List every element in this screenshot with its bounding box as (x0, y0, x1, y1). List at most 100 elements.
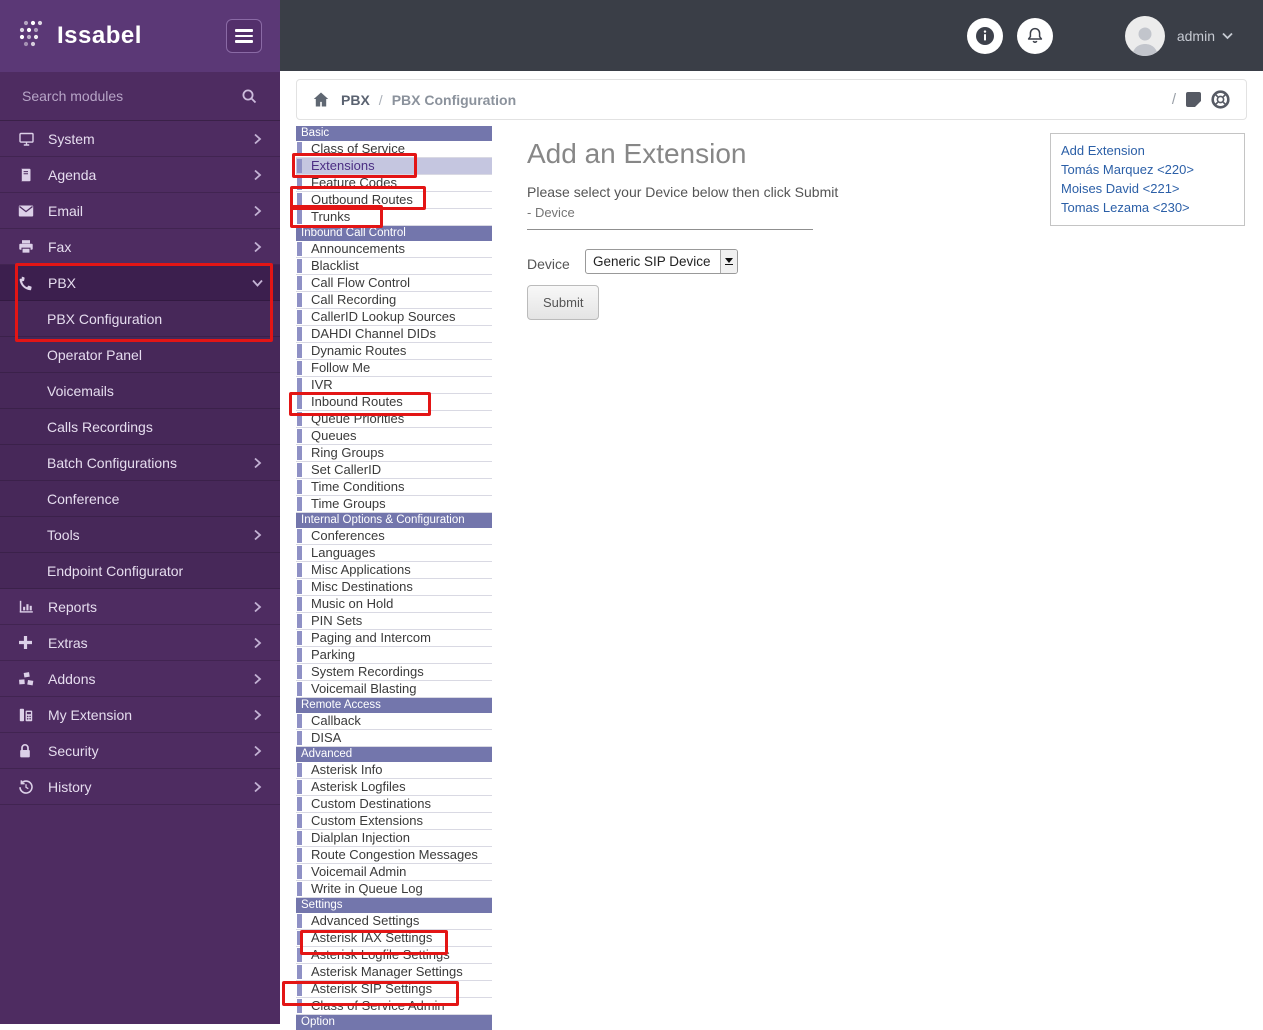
sidebar-item-label: Extras (48, 634, 88, 651)
chevron-right-icon (253, 241, 262, 253)
menu-item-advanced-settings[interactable]: Advanced Settings (296, 913, 492, 930)
menu-item-languages[interactable]: Languages (296, 545, 492, 562)
sidebar-item-fax[interactable]: Fax (0, 229, 280, 265)
sidebar-item-agenda[interactable]: Agenda (0, 157, 280, 193)
menu-item-route-congestion-messages[interactable]: Route Congestion Messages (296, 847, 492, 864)
extension-link-tom-s-marquez-220[interactable]: Tomás Marquez <220> (1061, 162, 1194, 177)
sidebar-item-history[interactable]: History (0, 769, 280, 805)
menu-item-queues[interactable]: Queues (296, 428, 492, 445)
sidebar-item-conference[interactable]: Conference (0, 481, 280, 517)
extension-link-moises-david-221[interactable]: Moises David <221> (1061, 181, 1180, 196)
menu-item-trunks[interactable]: Trunks (296, 209, 492, 226)
bell-icon[interactable] (1016, 17, 1053, 54)
issabel-dots-icon (19, 20, 43, 47)
menu-item-conferences[interactable]: Conferences (296, 528, 492, 545)
sidebar-item-extras[interactable]: Extras (0, 625, 280, 661)
sidebar-item-email[interactable]: Email (0, 193, 280, 229)
device-field-label: Device (527, 256, 570, 272)
menu-item-parking[interactable]: Parking (296, 647, 492, 664)
menu-item-follow-me[interactable]: Follow Me (296, 360, 492, 377)
menu-section-basic: Basic (296, 126, 492, 141)
breadcrumb-right-separator: / (1171, 91, 1176, 108)
fax-printer-icon (18, 239, 48, 255)
menu-item-custom-extensions[interactable]: Custom Extensions (296, 813, 492, 830)
menu-item-system-recordings[interactable]: System Recordings (296, 664, 492, 681)
sidebar-item-my-extension[interactable]: My Extension (0, 697, 280, 733)
menu-item-dialplan-injection[interactable]: Dialplan Injection (296, 830, 492, 847)
menu-item-time-conditions[interactable]: Time Conditions (296, 479, 492, 496)
device-note: - Device (527, 205, 575, 220)
sidebar-item-label: Reports (48, 598, 98, 615)
sidebar-item-pbx-configuration[interactable]: PBX Configuration (0, 301, 280, 337)
user-avatar-icon[interactable] (1124, 15, 1165, 56)
sidebar-item-label: Voicemails (47, 382, 114, 399)
menu-item-ring-groups[interactable]: Ring Groups (296, 445, 492, 462)
menu-item-set-callerid[interactable]: Set CallerID (296, 462, 492, 479)
help-ring-icon[interactable] (1211, 90, 1230, 109)
search-input[interactable] (22, 88, 241, 104)
menu-item-asterisk-sip-settings[interactable]: Asterisk SIP Settings (296, 981, 492, 998)
sidebar-item-calls-recordings[interactable]: Calls Recordings (0, 409, 280, 445)
menu-item-feature-codes[interactable]: Feature Codes (296, 175, 492, 192)
menu-item-asterisk-manager-settings[interactable]: Asterisk Manager Settings (296, 964, 492, 981)
menu-item-blacklist[interactable]: Blacklist (296, 258, 492, 275)
menu-item-misc-applications[interactable]: Misc Applications (296, 562, 492, 579)
device-select[interactable]: Generic SIP Device (585, 249, 738, 274)
sidebar-item-security[interactable]: Security (0, 733, 280, 769)
menu-item-voicemail-blasting[interactable]: Voicemail Blasting (296, 681, 492, 698)
hamburger-menu-button[interactable] (226, 19, 262, 53)
extras-plus-icon (18, 635, 48, 650)
menu-item-class-of-service[interactable]: Class of Service (296, 141, 492, 158)
menu-item-asterisk-info[interactable]: Asterisk Info (296, 762, 492, 779)
menu-item-asterisk-logfiles[interactable]: Asterisk Logfiles (296, 779, 492, 796)
search-icon[interactable] (241, 88, 258, 105)
menu-item-callback[interactable]: Callback (296, 713, 492, 730)
extension-link-add-extension[interactable]: Add Extension (1061, 143, 1145, 158)
chevron-right-icon (253, 169, 262, 181)
menu-item-inbound-routes[interactable]: Inbound Routes (296, 394, 492, 411)
menu-item-pin-sets[interactable]: PIN Sets (296, 613, 492, 630)
info-icon[interactable] (966, 17, 1003, 54)
breadcrumb-pbx[interactable]: PBX (341, 91, 370, 108)
menu-item-call-recording[interactable]: Call Recording (296, 292, 492, 309)
sidebar-item-voicemails[interactable]: Voicemails (0, 373, 280, 409)
sidebar-item-reports[interactable]: Reports (0, 589, 280, 625)
issabel-logo[interactable]: Issabel (18, 19, 142, 53)
sidebar-item-system[interactable]: System (0, 121, 280, 157)
menu-item-misc-destinations[interactable]: Misc Destinations (296, 579, 492, 596)
chevron-right-icon (253, 457, 262, 469)
home-icon[interactable] (313, 92, 329, 107)
sidebar-item-batch-configurations[interactable]: Batch Configurations (0, 445, 280, 481)
menu-item-asterisk-iax-settings[interactable]: Asterisk IAX Settings (296, 930, 492, 947)
menu-item-queue-priorities[interactable]: Queue Priorities (296, 411, 492, 428)
menu-item-voicemail-admin[interactable]: Voicemail Admin (296, 864, 492, 881)
menu-item-disa[interactable]: DISA (296, 730, 492, 747)
menu-item-paging-and-intercom[interactable]: Paging and Intercom (296, 630, 492, 647)
sidebar-item-pbx[interactable]: PBX (0, 265, 280, 301)
menu-item-custom-destinations[interactable]: Custom Destinations (296, 796, 492, 813)
sidebar-item-addons[interactable]: Addons (0, 661, 280, 697)
sidebar-item-endpoint-configurator[interactable]: Endpoint Configurator (0, 553, 280, 589)
menu-item-music-on-hold[interactable]: Music on Hold (296, 596, 492, 613)
menu-item-dahdi-channel-dids[interactable]: DAHDI Channel DIDs (296, 326, 492, 343)
menu-item-announcements[interactable]: Announcements (296, 241, 492, 258)
menu-item-call-flow-control[interactable]: Call Flow Control (296, 275, 492, 292)
sidebar-item-operator-panel[interactable]: Operator Panel (0, 337, 280, 373)
chevron-right-icon (253, 637, 262, 649)
menu-item-ivr[interactable]: IVR (296, 377, 492, 394)
menu-item-write-in-queue-log[interactable]: Write in Queue Log (296, 881, 492, 898)
menu-item-callerid-lookup-sources[interactable]: CallerID Lookup Sources (296, 309, 492, 326)
menu-item-asterisk-logfile-settings[interactable]: Asterisk Logfile Settings (296, 947, 492, 964)
menu-item-class-of-service-admin[interactable]: Class of Service Admin (296, 998, 492, 1015)
menu-item-outbound-routes[interactable]: Outbound Routes (296, 192, 492, 209)
menu-section-settings: Settings (296, 898, 492, 913)
menu-item-extensions[interactable]: Extensions (296, 158, 492, 175)
chevron-right-icon (253, 133, 262, 145)
sidebar-item-tools[interactable]: Tools (0, 517, 280, 553)
note-icon[interactable] (1186, 92, 1201, 107)
admin-dropdown[interactable]: admin (1177, 28, 1233, 44)
extension-link-tomas-lezama-230[interactable]: Tomas Lezama <230> (1061, 200, 1190, 215)
submit-button[interactable]: Submit (527, 285, 600, 320)
menu-item-time-groups[interactable]: Time Groups (296, 496, 492, 513)
menu-item-dynamic-routes[interactable]: Dynamic Routes (296, 343, 492, 360)
